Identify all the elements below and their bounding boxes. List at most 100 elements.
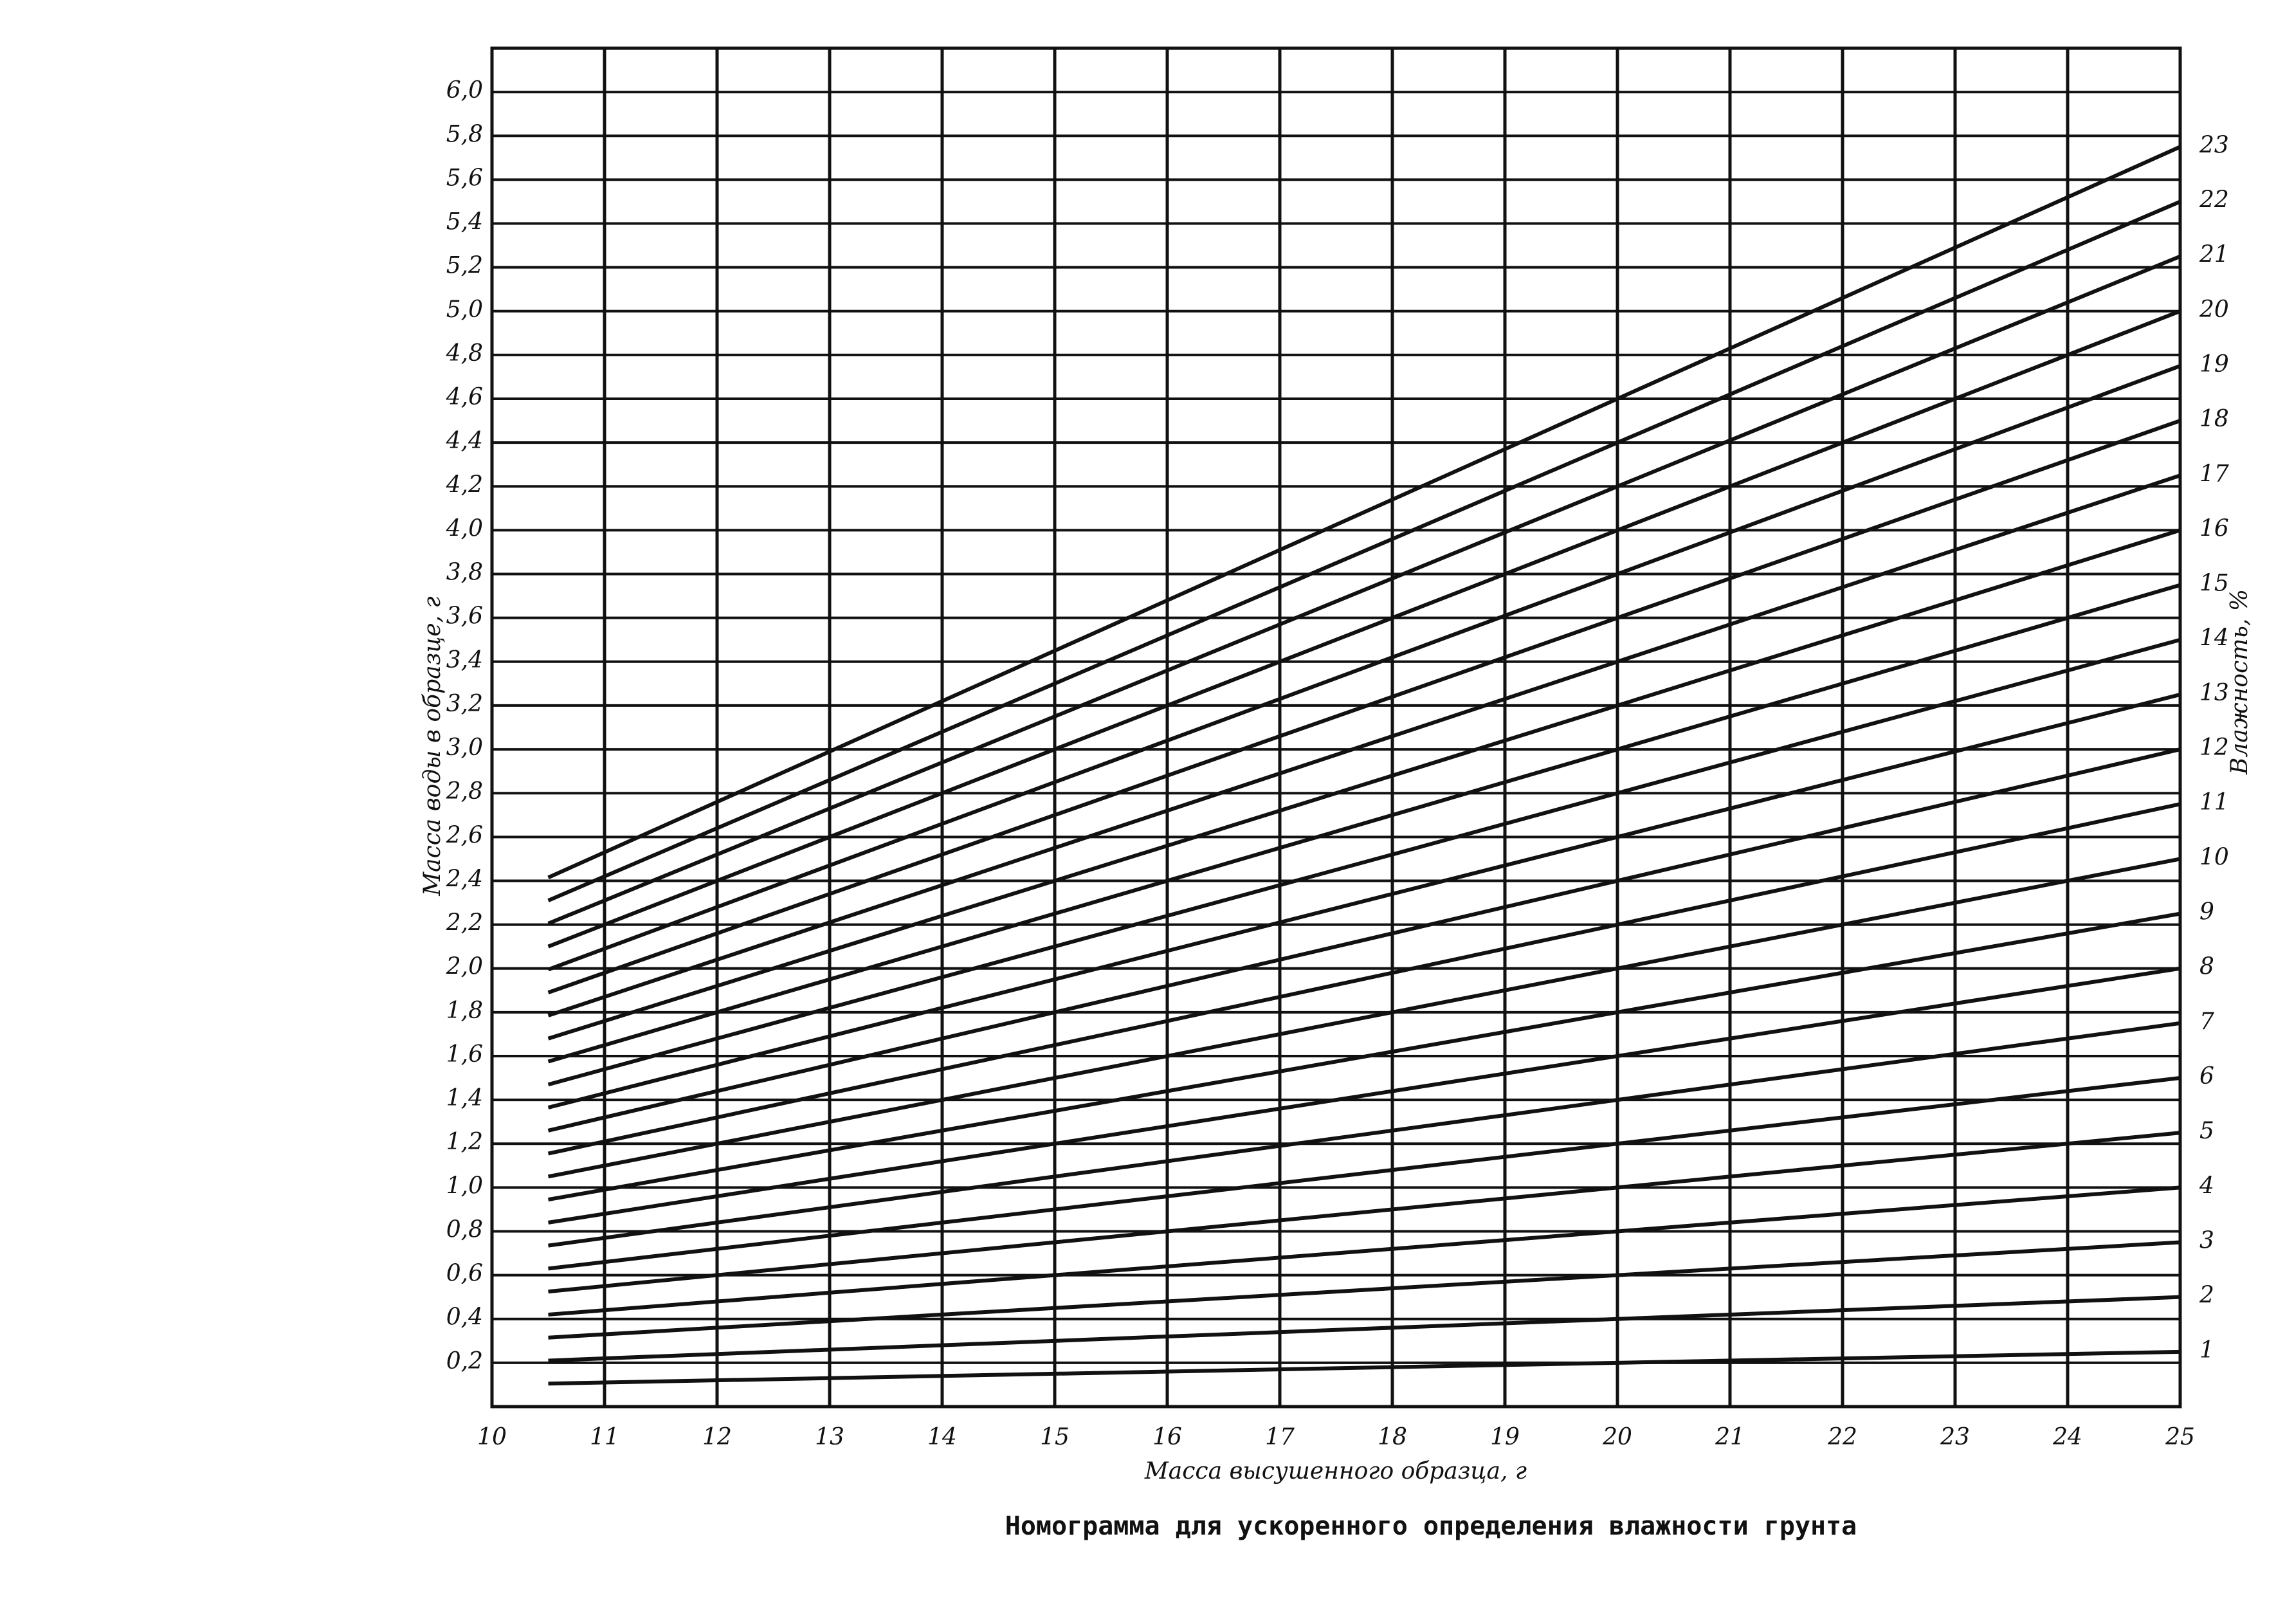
y-tick-label: 6,0 [446,77,483,104]
series-line [548,1185,2180,1317]
y-tick-label: 0,6 [446,1261,483,1287]
y-tick-label: 5,2 [446,253,483,279]
x-tick-label: 17 [1265,1424,1295,1450]
y-tick-label: 3,8 [446,560,483,586]
x-tick-label: 18 [1378,1424,1407,1450]
series-line [547,254,2180,926]
series-line [547,364,2180,972]
series-label: 5 [2199,1118,2214,1144]
y-tick-label: 5,8 [446,121,483,147]
y-tick-label: 4,6 [446,384,483,410]
series-line [548,1295,2180,1363]
series-line [547,747,2180,1133]
y-tick-label: 0,4 [446,1304,483,1331]
y-tick-label: 2,0 [446,954,483,980]
y-tick-label: 2,6 [446,822,483,848]
series-line [547,199,2180,902]
series-label: 20 [2199,297,2229,323]
series-line [548,1076,2180,1271]
y-tick-label: 0,2 [446,1348,483,1374]
y-tick-label: 2,8 [446,778,483,805]
series-line [547,583,2180,1064]
series-label: 6 [2199,1063,2214,1090]
series-line [547,692,2180,1109]
series-label: 9 [2199,899,2214,926]
x-tick-label: 12 [702,1424,732,1450]
x-tick-label: 23 [1940,1424,1970,1450]
y-tick-label: 3,0 [446,734,483,761]
y-tick-label: 1,6 [446,1041,483,1068]
series-line [547,637,2180,1087]
series-label: 23 [2199,132,2229,158]
y-tick-label: 4,0 [446,515,483,542]
y-tick-label: 1,0 [446,1172,483,1199]
series-label: 14 [2199,625,2229,652]
series-label: 19 [2199,351,2229,378]
y-tick-label: 4,4 [446,428,483,454]
series-label: 22 [2199,187,2229,213]
x-tick-label: 21 [1715,1424,1745,1450]
plot-frame [490,46,2182,1409]
y-tick-label: 1,2 [446,1129,483,1155]
y-tick-label: 2,2 [446,910,483,936]
x-tick-label: 24 [2052,1424,2082,1450]
series-line [547,528,2180,1041]
series-line [548,1240,2180,1340]
series-label: 16 [2199,515,2229,542]
y-tick-label: 2,4 [446,866,483,892]
y-tick-label: 4,2 [446,471,483,498]
y-tick-label: 5,6 [446,165,483,191]
series-line [547,145,2180,880]
series-label: 21 [2199,242,2229,268]
y-tick-label: 5,0 [446,297,483,323]
series-label: 2 [2199,1282,2214,1309]
y-tick-label: 1,8 [446,998,483,1024]
x-tick-label: 25 [2165,1424,2195,1450]
series-line [548,1021,2180,1248]
x-axis-label: Масса высушенного образца, г [1144,1458,1527,1484]
x-tick-label: 15 [1040,1424,1070,1450]
x-tick-label: 14 [927,1424,957,1450]
series-label: 17 [2199,461,2229,487]
y-tick-label: 5,4 [446,209,483,235]
series-label: 4 [2199,1172,2214,1199]
series-label: 15 [2199,570,2229,597]
series-label: 11 [2199,789,2229,816]
series-line [547,802,2180,1156]
series-label: 7 [2199,1008,2214,1035]
lines [547,145,2180,1386]
y-tick-label: 0,8 [446,1216,483,1243]
x-tick-label: 19 [1490,1424,1520,1450]
series-label: 18 [2199,406,2229,432]
series-line [547,473,2180,1017]
series-line [548,966,2180,1225]
y-tick-label: 3,4 [446,647,483,673]
chart-title: Номограмма для ускоренного определения в… [1005,1511,1857,1541]
series-line [547,857,2180,1179]
series-line [548,1349,2180,1386]
y-tick-label: 3,2 [446,691,483,717]
x-tick-label: 20 [1602,1424,1632,1450]
x-tick-label: 22 [1827,1424,1857,1450]
series-line [547,419,2180,995]
series-line [547,911,2180,1202]
series-line [548,1131,2180,1294]
series-label: 1 [2199,1337,2214,1364]
x-tick-label: 10 [477,1424,507,1450]
series-label: 13 [2199,680,2229,706]
y-tick-label: 4,8 [446,340,483,367]
series-label: 3 [2199,1228,2214,1254]
y-axis-label: Масса воды в образце, г [419,596,446,896]
x-tick-label: 11 [590,1424,619,1450]
y-tick-label: 3,6 [446,603,483,630]
series-label: 12 [2199,734,2229,761]
y2-axis-label: Влажность, % [2226,589,2253,775]
x-tick-label: 16 [1152,1424,1182,1450]
y-tick-label: 1,4 [446,1085,483,1111]
series-label: 8 [2199,954,2214,980]
series-label: 10 [2199,844,2229,870]
series-line [547,309,2180,949]
x-tick-label: 13 [815,1424,844,1450]
